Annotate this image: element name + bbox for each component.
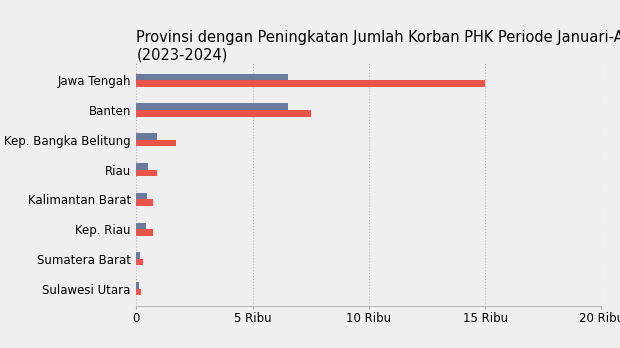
Bar [136, 222, 146, 229]
Bar [136, 74, 288, 80]
Bar [136, 288, 141, 295]
Bar [136, 133, 157, 140]
Bar [136, 140, 176, 147]
Bar [136, 169, 157, 176]
Bar [136, 80, 485, 87]
Bar [136, 282, 139, 288]
Bar [136, 193, 147, 199]
Bar [136, 252, 140, 259]
Text: Provinsi dengan Peningkatan Jumlah Korban PHK Periode Januari-Agustus
(2023-2024: Provinsi dengan Peningkatan Jumlah Korba… [136, 30, 620, 63]
Bar [136, 110, 311, 117]
Bar [136, 163, 148, 169]
Bar [136, 199, 153, 206]
Bar [136, 259, 143, 266]
Bar [136, 229, 153, 236]
Bar [136, 103, 288, 110]
